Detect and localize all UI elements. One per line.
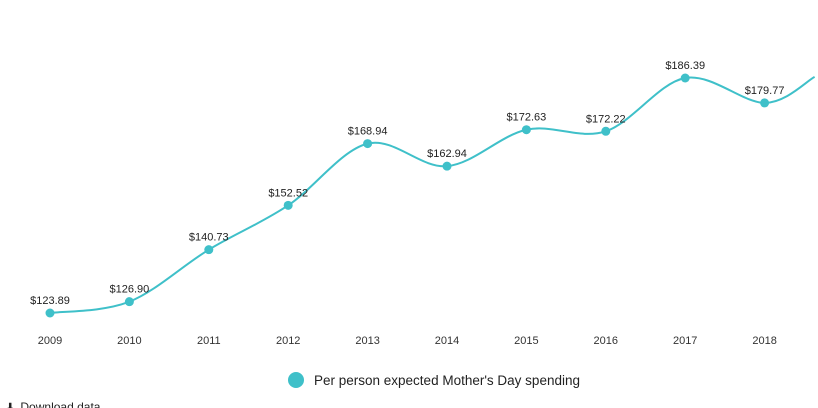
data-point[interactable] [680, 73, 690, 83]
legend[interactable]: Per person expected Mother's Day spendin… [288, 372, 580, 388]
data-point[interactable] [442, 161, 452, 171]
x-tick-label: 2009 [38, 335, 62, 347]
line-chart: $123.89 $126.90 $140.73 $152.52 $168.94 $162.… [30, 60, 816, 347]
data-label-layer: $123.89 $126.90 $140.73 $152.52 $168.94 $162.… [30, 60, 784, 307]
data-point[interactable] [204, 245, 214, 255]
legend-marker [288, 372, 304, 388]
data-label: $179.77 [745, 85, 785, 97]
series-layer [45, 73, 816, 318]
x-axis: 2009 2010 2011 2012 2013 2014 2015 2016 2017 2018 [38, 335, 777, 347]
data-point[interactable] [124, 297, 134, 307]
data-point[interactable] [601, 126, 611, 136]
data-label: $152.52 [268, 187, 308, 199]
x-tick-label: 2015 [514, 335, 538, 347]
x-tick-label: 2012 [276, 335, 300, 347]
data-label: $186.39 [665, 60, 705, 72]
data-label: $140.73 [189, 232, 229, 244]
data-label: $126.90 [110, 284, 150, 296]
x-tick-label: 2011 [197, 335, 221, 347]
data-label: $162.94 [427, 148, 467, 160]
data-label: $172.22 [586, 113, 626, 125]
x-tick-label: 2018 [752, 335, 776, 347]
legend-label: Per person expected Mother's Day spendin… [314, 372, 580, 388]
data-point[interactable] [283, 200, 293, 210]
x-tick-label: 2016 [594, 335, 618, 347]
data-label: $168.94 [348, 126, 388, 138]
data-label: $123.89 [30, 295, 70, 307]
data-point[interactable] [521, 125, 531, 135]
series-line [49, 76, 816, 314]
data-point[interactable] [760, 98, 770, 108]
download-icon: ⬇ [6, 401, 15, 408]
data-point[interactable] [45, 308, 55, 318]
x-tick-label: 2010 [117, 335, 141, 347]
x-tick-label: 2013 [355, 335, 379, 347]
x-tick-label: 2014 [435, 335, 459, 347]
download-data-link[interactable]: ⬇ Download data [6, 400, 100, 408]
download-label: Download data [20, 400, 101, 408]
x-tick-label: 2017 [673, 335, 697, 347]
data-label: $172.63 [507, 112, 547, 124]
data-point[interactable] [363, 139, 373, 149]
